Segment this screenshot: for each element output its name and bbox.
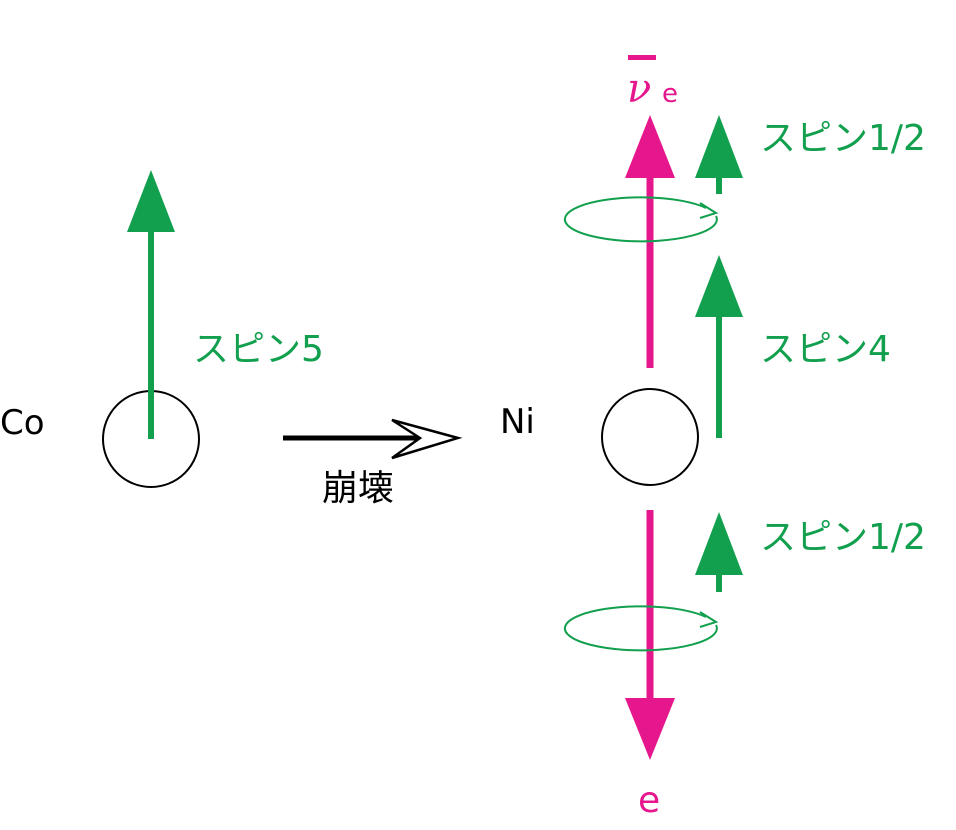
parent-spin-arrow-head — [127, 170, 175, 232]
antineutrino-momentum-arrow-head — [625, 115, 675, 178]
parent-spin-label: スピン5 — [193, 329, 324, 370]
antineutrino-spin-label: スピン1/2 — [760, 118, 926, 159]
daughter-group: Ni スピン4 — [500, 255, 891, 486]
parent-symbol: Co — [0, 403, 45, 443]
electron-symbol: e — [638, 780, 660, 821]
decay-label: 崩壊 — [322, 468, 394, 509]
daughter-spin-label: スピン4 — [760, 329, 891, 370]
antineutrino-group: ν e スピン1/2 — [563, 55, 926, 368]
decay-arrow-group: 崩壊 — [283, 418, 463, 509]
electron-group: e スピン1/2 — [563, 510, 926, 821]
electron-rotation-arrowhead — [699, 611, 719, 628]
antineutrino-rotation-ellipse — [563, 196, 718, 243]
daughter-nucleus-circle — [601, 388, 699, 486]
antineutrino-overbar — [628, 55, 656, 60]
electron-rotation-ellipse — [563, 605, 718, 652]
antineutrino-subscript: e — [662, 79, 678, 109]
electron-spin-arrow-head — [695, 512, 743, 575]
antineutrino-spin-arrow-head — [695, 115, 743, 178]
daughter-symbol: Ni — [500, 402, 535, 442]
antineutrino-rotation-arrowhead — [699, 202, 719, 219]
decay-arrow-head — [391, 418, 463, 460]
parent-group: Co スピン5 — [0, 170, 324, 488]
daughter-spin-arrow-head — [695, 255, 743, 317]
antineutrino-symbol: ν — [627, 66, 651, 112]
electron-spin-label: スピン1/2 — [760, 517, 926, 558]
electron-momentum-arrow-head — [625, 698, 675, 760]
